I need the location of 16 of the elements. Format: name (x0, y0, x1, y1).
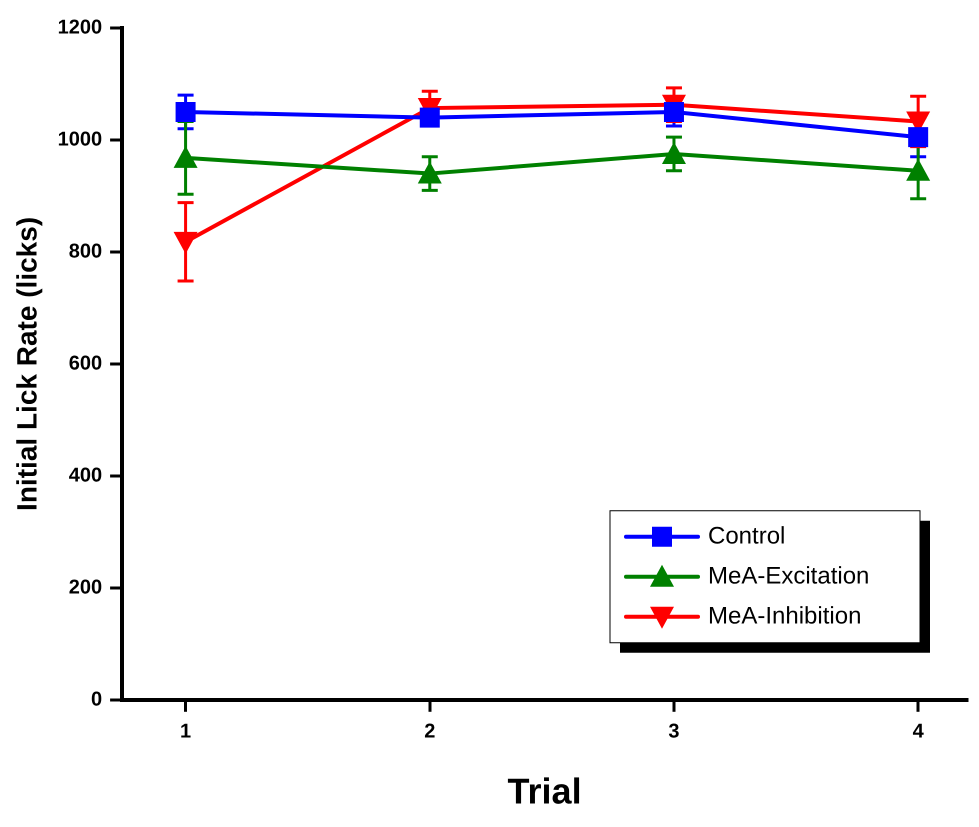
x-tick-label: 2 (424, 720, 436, 742)
y-tick-label: 600 (68, 352, 102, 374)
y-tick-label: 400 (68, 464, 102, 486)
y-tick-label: 200 (68, 576, 102, 598)
y-tick-label: 0 (90, 688, 102, 710)
legend-label: MeA-Excitation (708, 562, 870, 590)
x-tick-label: 4 (912, 720, 925, 742)
y-tick-label: 800 (68, 240, 102, 262)
legend-label: Control (708, 522, 786, 550)
x-tick-label: 3 (668, 720, 680, 742)
x-axis-title: Trial (508, 770, 582, 812)
legend-label: MeA-Inhibition (708, 602, 862, 630)
y-tick-label: 1000 (58, 128, 102, 150)
y-axis-title: Initial Lick Rate (licks) (12, 216, 43, 511)
y-tick-label: 1200 (58, 16, 102, 39)
x-tick-label: 1 (180, 720, 192, 742)
